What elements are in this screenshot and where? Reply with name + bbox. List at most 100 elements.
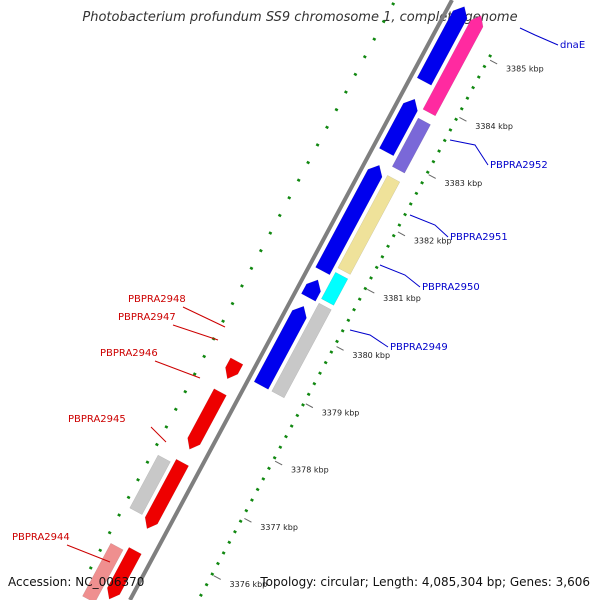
track-dot: [204, 582, 209, 587]
gene-label: PBPRA2950: [422, 282, 480, 293]
track-dot: [145, 460, 150, 465]
track-dot: [192, 372, 197, 376]
gene-leader-line: [409, 214, 449, 238]
track-dot: [488, 54, 493, 58]
track-dot: [459, 106, 464, 111]
tick-mark: [489, 59, 498, 65]
track-dot: [471, 85, 476, 90]
track-dot: [306, 160, 311, 165]
gene-label: PBPRA2946: [100, 348, 158, 359]
feature-pbpra2945-cds: [144, 458, 189, 529]
feature-pbpra2951-yellow: [337, 174, 401, 275]
gene-leader-line: [172, 324, 219, 341]
gene-label: PBPRA2947: [118, 312, 176, 323]
track-dot: [277, 213, 282, 218]
gene-label: PBPRA2944: [12, 532, 70, 543]
track-dot: [340, 329, 345, 333]
track-dot: [403, 212, 407, 217]
track-dot: [240, 284, 244, 288]
tick-mark: [213, 575, 221, 580]
feature-pbpra2949-gray: [271, 302, 332, 399]
track-dot: [258, 248, 263, 253]
track-dot: [448, 128, 453, 132]
track-dot: [408, 202, 413, 206]
track-dot: [334, 107, 339, 112]
feature-pbpra2952-purple: [391, 117, 431, 174]
track-dot: [323, 360, 328, 365]
track-dot: [261, 477, 266, 481]
track-dot: [397, 223, 402, 227]
map-title: Photobacterium profundum SS9 chromosome …: [82, 10, 518, 25]
gene-label-group: dnaE PBPRA2952 PBPRA2951 PBPRA2950 PBPRA2949…: [12, 27, 585, 563]
track-dot: [88, 566, 93, 570]
track-dot: [425, 170, 430, 175]
track-dot: [233, 529, 237, 534]
tick-label: 3376 kbp: [230, 580, 268, 589]
feature-pbpra2944-lightred: [82, 542, 124, 600]
track-dot: [353, 72, 358, 77]
track-dot: [155, 442, 159, 447]
track-dot: [380, 255, 385, 259]
track-dot: [312, 381, 317, 386]
track-dot: [202, 354, 207, 359]
track-dot: [381, 19, 386, 24]
gene-leader-line: [449, 139, 489, 166]
track-dot: [306, 392, 311, 397]
track-dot: [386, 244, 390, 249]
gene-leader-line: [150, 426, 167, 443]
track-dot: [372, 37, 377, 41]
tick-label: 3381 kbp: [383, 294, 421, 303]
track-dot: [216, 561, 220, 566]
track-dot: [357, 297, 362, 301]
track-dot: [287, 195, 292, 200]
tick-mark: [397, 231, 406, 237]
track-dot: [431, 159, 436, 164]
track-dot: [476, 75, 481, 79]
track-dot: [362, 54, 367, 59]
feature-pbpra2946-cds: [187, 388, 227, 450]
gene-label: PBPRA2949: [390, 342, 448, 353]
feature-dnae-cds: [416, 6, 468, 86]
track-dot: [126, 495, 131, 500]
tick-label: 3382 kbp: [414, 236, 452, 245]
track-dot: [346, 318, 351, 323]
track-dot: [465, 96, 470, 101]
feature-track: [82, 6, 484, 600]
track-dot: [482, 64, 487, 69]
track-dot: [289, 424, 294, 428]
track-dot: [437, 149, 441, 153]
tick-label: 3385 kbp: [506, 65, 544, 74]
track-dot: [221, 551, 226, 555]
track-dot: [352, 307, 356, 312]
track-dot: [249, 266, 254, 271]
track-dot: [284, 434, 288, 439]
track-dot: [420, 180, 424, 185]
track-dot: [199, 593, 203, 598]
gene-leader-line: [379, 264, 421, 288]
feature-pbpra2950-cds: [301, 279, 321, 302]
track-dot: [318, 371, 322, 375]
track-dot: [374, 265, 379, 270]
track-dot: [442, 138, 447, 143]
track-dot: [268, 231, 273, 235]
track-dot: [329, 350, 334, 354]
tick-label: 3378 kbp: [291, 466, 329, 475]
sequence-backbone: [128, 0, 454, 600]
feature-pbpra2949-cds: [253, 305, 307, 390]
genome-summary-text: Topology: circular; Length: 4,085,304 bp…: [260, 575, 590, 589]
track-dot: [107, 530, 112, 535]
track-dot: [221, 319, 225, 323]
track-dot: [136, 478, 140, 482]
track-dot: [344, 90, 348, 94]
track-dot: [301, 403, 305, 407]
track-dot: [272, 455, 277, 460]
track-dot: [363, 286, 368, 291]
track-dot: [98, 548, 103, 553]
gene-leader-line: [182, 306, 226, 328]
track-dot: [391, 233, 396, 238]
track-dot: [173, 407, 178, 412]
track-dot: [369, 276, 373, 280]
track-dot: [255, 487, 260, 492]
track-dot: [183, 389, 188, 394]
